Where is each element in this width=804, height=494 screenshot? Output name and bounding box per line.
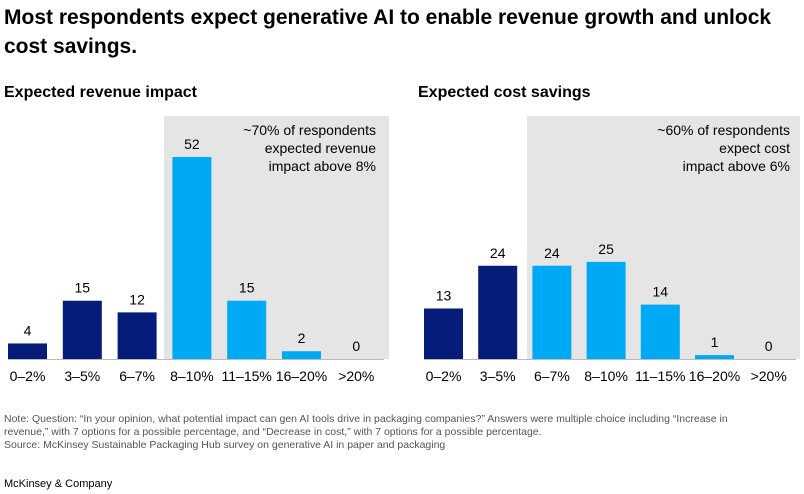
cost-tick-label: 8–10%	[584, 368, 628, 384]
cost-bar	[532, 265, 572, 359]
cost-data-label: 24	[490, 245, 506, 261]
cost-tick-label: 0–2%	[426, 368, 462, 384]
revenue-bar	[282, 351, 321, 359]
revenue-data-label: 15	[75, 280, 91, 296]
revenue-tick-label: 3–5%	[64, 368, 100, 384]
footnote: Note: Question: “In your opinion, what p…	[4, 413, 794, 452]
revenue-tick-label: 8–10%	[170, 368, 214, 384]
cost-annotation-line: expect cost	[719, 140, 790, 156]
cost-bar	[586, 261, 626, 359]
revenue-annotation-line: ~70% of respondents	[243, 122, 376, 138]
note-line-2: revenue,” with 7 options for a possible …	[4, 426, 542, 438]
revenue-tick-label: 0–2%	[10, 368, 46, 384]
cost-bar	[640, 304, 680, 359]
source-line: Source: McKinsey Sustainable Packaging H…	[4, 439, 446, 451]
revenue-tick-label: 11–15%	[222, 368, 272, 384]
cost-bar	[695, 355, 734, 359]
bar-charts: 4 0–2% 15 3–5% 12 6–7% 52 8–10% 15 11–15% 2 16–20% 0…	[8, 116, 800, 384]
cost-bar	[424, 308, 463, 359]
revenue-data-label: 15	[239, 280, 255, 296]
cost-tick-label: >20%	[751, 368, 787, 384]
cost-data-label: 24	[544, 245, 560, 261]
revenue-bar	[227, 300, 267, 359]
revenue-chart-title: Expected revenue impact	[4, 84, 197, 101]
revenue-tick-label: 16–20%	[276, 368, 327, 384]
cost-annotation-line: impact above 6%	[683, 158, 790, 174]
cost-data-label: 13	[436, 288, 452, 304]
cost-data-label: 25	[598, 241, 614, 257]
revenue-bar	[8, 343, 47, 359]
revenue-annotation-line: expected revenue	[265, 140, 377, 156]
revenue-data-label: 12	[129, 291, 145, 307]
revenue-tick-label: >20%	[338, 368, 374, 384]
revenue-data-label: 52	[184, 136, 200, 152]
cost-data-label: 1	[711, 334, 719, 350]
cost-chart-title: Expected cost savings	[418, 84, 591, 101]
revenue-data-label: 2	[298, 330, 306, 346]
revenue-data-label: 0	[352, 338, 360, 354]
cost-tick-label: 11–15%	[635, 368, 685, 384]
cost-tick-label: 6–7%	[534, 368, 570, 384]
note-line-1: Note: Question: “In your opinion, what p…	[4, 413, 728, 425]
revenue-bar	[117, 312, 157, 359]
revenue-annotation-line: impact above 8%	[269, 158, 376, 174]
revenue-data-label: 4	[24, 322, 32, 338]
revenue-bar	[172, 157, 212, 359]
cost-data-label: 0	[765, 338, 773, 354]
page-title: Most respondents expect generative AI to…	[4, 6, 772, 58]
cost-annotation-line: ~60% of respondents	[657, 122, 790, 138]
cost-tick-label: 3–5%	[480, 368, 516, 384]
brand-logo-text: McKinsey & Company	[4, 478, 113, 490]
cost-bar	[478, 265, 518, 359]
cost-data-label: 14	[653, 284, 669, 300]
revenue-tick-label: 6–7%	[119, 368, 155, 384]
revenue-bar	[62, 300, 102, 359]
cost-tick-label: 16–20%	[689, 368, 740, 384]
